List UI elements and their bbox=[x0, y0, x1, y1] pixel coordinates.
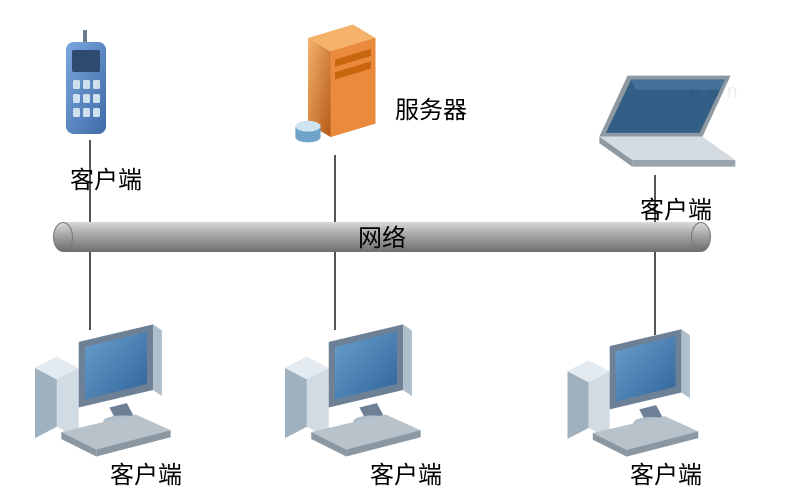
mobile-phone-icon bbox=[56, 30, 116, 145]
server-icon bbox=[290, 20, 380, 160]
node-label: 客户端 bbox=[370, 455, 442, 490]
node-label: 客户端 bbox=[640, 190, 712, 225]
conn-pc-right bbox=[654, 252, 656, 335]
desktop-pc-icon bbox=[30, 320, 180, 465]
desktop-pc-icon bbox=[560, 325, 710, 465]
node-label: 客户端 bbox=[630, 455, 702, 490]
conn-pc-left bbox=[89, 252, 91, 330]
node-label: 客户端 bbox=[110, 455, 182, 490]
node-label: 客户端 bbox=[70, 160, 142, 195]
network-bus-label: 网络 bbox=[358, 218, 406, 253]
desktop-pc-icon bbox=[280, 320, 430, 465]
conn-server bbox=[334, 155, 336, 222]
laptop-icon bbox=[590, 70, 740, 180]
node-label: 服务器 bbox=[395, 90, 467, 125]
network-bus: 网络 bbox=[62, 222, 702, 252]
diagram-stage: { "diagram": { "type": "network", "canva… bbox=[0, 0, 791, 500]
conn-pc-mid bbox=[334, 252, 336, 330]
